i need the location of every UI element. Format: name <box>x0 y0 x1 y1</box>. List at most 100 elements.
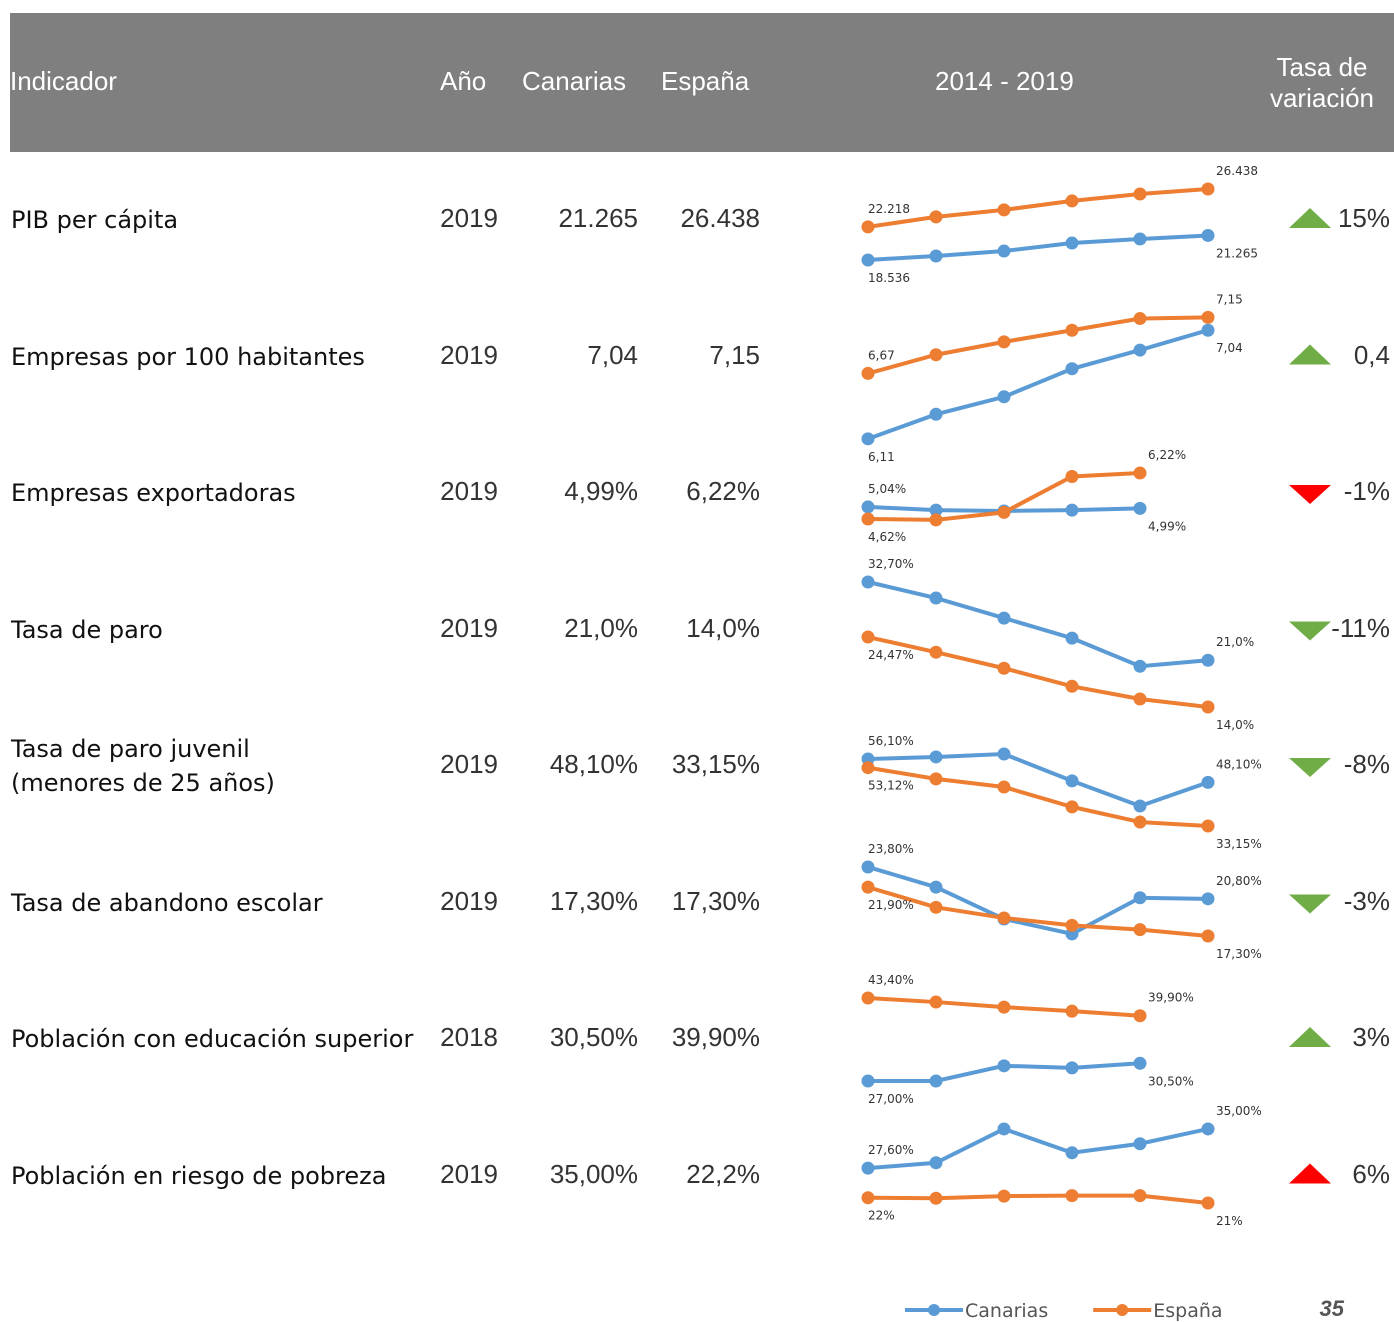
spark-point <box>929 995 943 1009</box>
spark-value-label: 30,50% <box>1148 1074 1194 1088</box>
legend-label: Canarias <box>965 1300 1048 1321</box>
spark-point <box>997 661 1011 675</box>
spark-point <box>1133 1189 1147 1203</box>
header-canarias: Canarias <box>522 66 627 96</box>
spark-point <box>1133 1056 1147 1070</box>
row-change: -8% <box>1343 749 1390 779</box>
spark-line <box>867 885 1209 938</box>
spark-value-label: 18.536 <box>868 271 910 285</box>
page-number: 35 <box>1319 1296 1344 1321</box>
row-espana: 39,90% <box>671 1022 760 1052</box>
spark-line <box>867 186 1209 229</box>
spark-point <box>997 1189 1011 1203</box>
spark-point <box>1133 232 1147 246</box>
spark-point <box>1201 819 1215 833</box>
spark-value-label: 21,0% <box>1216 635 1254 649</box>
spark-value-label: 4,99% <box>1148 519 1186 533</box>
spark-point <box>929 750 943 764</box>
spark-line <box>867 635 1209 710</box>
spark-point <box>1133 799 1147 813</box>
spark-point <box>1201 892 1215 906</box>
spark-point <box>929 1156 943 1170</box>
spark-point <box>1201 929 1215 943</box>
trend-triangle <box>1289 621 1331 641</box>
spark-point <box>1065 1004 1079 1018</box>
spark-point <box>997 203 1011 217</box>
spark-point <box>861 1161 875 1175</box>
spark-value-label: 39,90% <box>1148 991 1194 1005</box>
spark-point <box>861 860 875 874</box>
spark-point <box>997 1000 1011 1014</box>
spark-value-label: 26.438 <box>1216 164 1258 178</box>
spark-point <box>1133 466 1147 480</box>
spark-point <box>861 500 875 514</box>
row-change: 15% <box>1337 203 1390 233</box>
legend-marker <box>1116 1304 1129 1316</box>
spark-line <box>867 765 1209 828</box>
spark-point <box>1133 692 1147 706</box>
spark-point <box>929 503 943 517</box>
trend-triangle <box>1289 1027 1331 1047</box>
spark-value-label: 22% <box>868 1209 895 1223</box>
spark-point <box>1133 1137 1147 1151</box>
header-change: Tasa de variación <box>1269 52 1375 113</box>
spark-point <box>1065 362 1079 376</box>
row-label: Empresas exportadoras <box>11 479 296 507</box>
header-bar <box>10 13 1394 152</box>
trend-triangle <box>1289 758 1331 777</box>
row-change: 6% <box>1352 1158 1390 1189</box>
spark-line <box>867 315 1209 376</box>
row-year: 2019 <box>440 749 498 779</box>
spark-point <box>1065 800 1079 814</box>
spark-point <box>997 1059 1011 1073</box>
header-period: 2014 - 2019 <box>935 66 1074 96</box>
spark-point <box>1133 501 1147 515</box>
spark-point <box>997 611 1011 625</box>
spark-value-label: 7,15 <box>1216 292 1243 306</box>
spark-value-label: 21.265 <box>1216 246 1258 260</box>
row-year: 2019 <box>440 1158 498 1189</box>
legend-marker <box>928 1304 940 1316</box>
spark-value-label: 53,12% <box>868 779 914 793</box>
spark-point <box>1133 659 1147 673</box>
row-label: Tasa de paro <box>11 615 163 644</box>
row-year: 2018 <box>440 1022 498 1052</box>
spark-point <box>1065 1146 1079 1160</box>
spark-value-label: 32,70% <box>868 557 914 571</box>
spark-point <box>1133 815 1147 829</box>
spark-point <box>1201 182 1215 196</box>
spark-point <box>1065 1061 1079 1075</box>
spark-point <box>1201 700 1215 714</box>
row-canarias: 35,00% <box>549 1158 638 1189</box>
row-espana: 33,15% <box>671 749 760 779</box>
spark-point <box>929 772 943 786</box>
spark-point <box>1065 236 1079 250</box>
row-canarias: 48,10% <box>549 749 638 779</box>
spark-value-label: 5,04% <box>868 482 906 496</box>
row-espana: 14,0% <box>686 612 760 643</box>
spark-point <box>929 249 943 263</box>
spark-point <box>1201 1196 1215 1210</box>
spark-point <box>929 513 943 527</box>
spark-point <box>1133 312 1147 326</box>
spark-point <box>1065 323 1079 337</box>
header-year: Año <box>440 66 487 96</box>
spark-point <box>861 575 875 589</box>
header-indicator: Indicador <box>10 66 117 96</box>
spark-point <box>997 780 1011 794</box>
spark-point <box>1065 631 1079 645</box>
spark-point <box>929 407 943 421</box>
spark-point <box>1201 228 1215 242</box>
trend-triangle <box>1289 208 1331 228</box>
spark-point <box>861 1191 875 1205</box>
spark-point <box>997 244 1011 258</box>
row-label: PIB per cápita <box>11 206 179 234</box>
spark-line <box>867 328 1209 441</box>
spark-value-label: 23,80% <box>868 842 914 856</box>
row-espana: 22,2% <box>686 1158 760 1189</box>
row-year: 2019 <box>440 339 498 370</box>
row-label: Tasa de abandono escolar <box>11 888 323 917</box>
spark-point <box>1065 679 1079 693</box>
spark-value-label: 6,22% <box>1148 448 1186 462</box>
